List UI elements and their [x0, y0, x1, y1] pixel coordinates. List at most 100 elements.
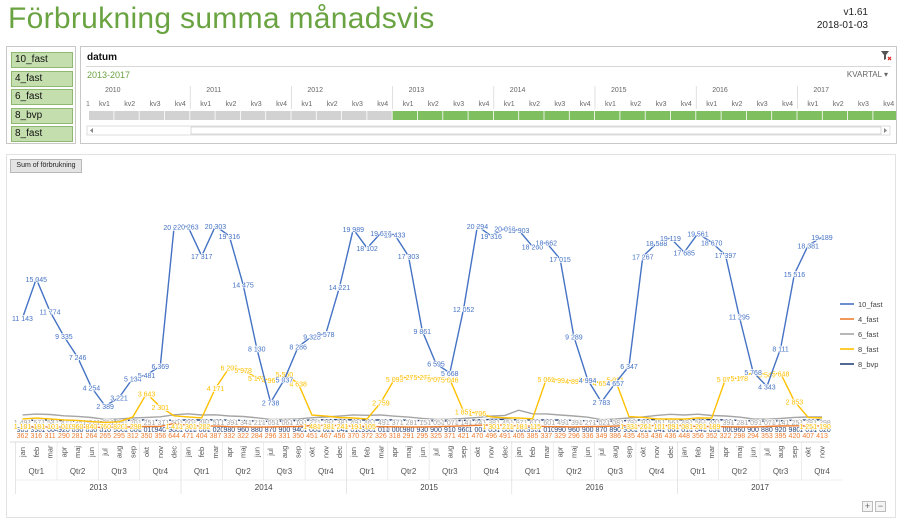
version-date: 2018-01-03 [816, 20, 868, 31]
timeline-quarter-label: kv1 [301, 101, 312, 108]
timeline-scroll-thumb[interactable] [190, 126, 882, 135]
timeline-period-cell[interactable] [721, 111, 747, 120]
timeline-year-label: 2017 [813, 87, 829, 94]
timeline-quarter-label: kv3 [453, 101, 464, 108]
timeline-quarter-label: kv3 [858, 101, 869, 108]
timeline-period-cell[interactable] [266, 111, 291, 120]
timeline-year-label: 2013 [409, 87, 425, 94]
timeline-quarter-label: kv1 [403, 101, 414, 108]
timeline-quarter-label: kv2 [428, 101, 439, 108]
version-label: v1.61 [843, 7, 868, 18]
timeline-period-cell[interactable] [215, 111, 241, 120]
timeline-period-cell[interactable] [392, 111, 418, 120]
timeline-quarter-label: kv4 [883, 101, 894, 108]
timeline-quarter-label: kv2 [630, 101, 641, 108]
timeline-quarter-label: kv1 [99, 101, 110, 108]
timeline-quarter-label: kv2 [226, 101, 237, 108]
timeline-period-cell[interactable] [114, 111, 139, 120]
zoom-in-button[interactable]: + [862, 501, 873, 512]
timeline-quarter-label: kv3 [352, 101, 363, 108]
timeline-period-cell[interactable] [139, 111, 165, 120]
slicer-item-6-fast[interactable]: 6_fast [11, 89, 73, 105]
timeline-quarter-label: kv1 [504, 101, 515, 108]
timeline-period-cell[interactable] [164, 111, 190, 120]
timeline-period-cell[interactable] [746, 111, 772, 120]
timeline-level-dropdown[interactable]: KVARTAL ▾ [847, 70, 888, 79]
timeline-period-cell[interactable] [443, 111, 468, 120]
timeline-quarter-label: kv2 [529, 101, 540, 108]
timeline-quarter-label: kv2 [327, 101, 338, 108]
timeline-quarter-label: kv3 [656, 101, 667, 108]
timeline-quarter-label: kv3 [251, 101, 262, 108]
timeline-quarter-label: kv2 [732, 101, 743, 108]
timeline-period-cell[interactable] [367, 111, 392, 120]
scroll-left-icon[interactable] [90, 128, 93, 133]
timeline-quarter-label: kv4 [175, 101, 186, 108]
timeline-period-cell[interactable] [645, 111, 671, 120]
version-info: v1.61 2018-01-03 [817, 6, 868, 32]
slicer-item-10-fast[interactable]: 10_fast [11, 52, 73, 68]
timeline-period-cell[interactable] [544, 111, 569, 120]
timeline-period-cell[interactable] [772, 111, 797, 120]
timeline-period-cell[interactable] [822, 111, 848, 120]
timeline-period-cell[interactable] [848, 111, 873, 120]
timeline-first-label: 1 [86, 101, 90, 108]
timeline-period-cell[interactable] [240, 111, 266, 120]
timeline-quarter-label: kv4 [479, 101, 490, 108]
pivot-field-button[interactable]: Sum of förbrukning [10, 159, 82, 173]
timeline-period-cell[interactable] [797, 111, 822, 120]
chevron-down-icon: ▾ [883, 70, 888, 79]
timeline-period-cell[interactable] [670, 111, 696, 120]
timeline-period-cell[interactable] [696, 111, 721, 120]
timeline-quarter-label: kv4 [580, 101, 591, 108]
timeline-quarter-label: kv1 [706, 101, 717, 108]
series-slicer: 10_fast 4_fast 6_fast 8_bvp 8_fast [6, 46, 76, 144]
timeline-quarter-label: kv4 [377, 101, 388, 108]
timeline-period-cell[interactable] [620, 111, 645, 120]
zoom-out-button[interactable]: − [875, 501, 886, 512]
timeline-period-cell[interactable] [342, 111, 367, 120]
date-timeline: datum 2013-2017 KVARTAL ▾ 1 2010 kv1 kv2 kv3… [80, 46, 897, 144]
timeline-quarter-label: kv1 [200, 101, 211, 108]
timeline-period-cell[interactable] [190, 111, 215, 120]
timeline-quarter-label: kv1 [605, 101, 616, 108]
timeline-quarter-label: kv4 [276, 101, 287, 108]
clear-filter-icon[interactable] [880, 50, 892, 62]
timeline-period-cell[interactable] [468, 111, 494, 120]
timeline-period-cell[interactable] [316, 111, 342, 120]
slicer-item-8-bvp[interactable]: 8_bvp [11, 107, 73, 124]
timeline-quarter-label: kv2 [124, 101, 135, 108]
timeline-year-label: 2016 [712, 87, 728, 94]
zoom-controls: + − [860, 501, 886, 512]
timeline-range-label: 2013-2017 [87, 70, 131, 80]
timeline-period-cell[interactable] [291, 111, 316, 120]
timeline-year-label: 2015 [611, 87, 627, 94]
timeline-quarter-label: kv3 [757, 101, 768, 108]
timeline-quarter-label: kv1 [807, 101, 818, 108]
timeline-period-cell[interactable] [519, 111, 544, 120]
timeline-year-label: 2012 [307, 87, 323, 94]
page-title: Förbrukning summa månadsvis [8, 2, 435, 35]
timeline-quarter-label: kv3 [554, 101, 565, 108]
timeline-period-cell[interactable] [595, 111, 620, 120]
timeline-period-cell[interactable] [89, 111, 114, 120]
timeline-level-label: KVARTAL [846, 70, 882, 79]
timeline-quarter-label: kv2 [833, 101, 844, 108]
chart-panel [6, 154, 896, 518]
timeline-period-cell[interactable] [569, 111, 595, 120]
timeline-strip[interactable]: 1 2010 kv1 kv2 kv3 kv4 2011 kv1 kv2 kv3 kv4 2012 kv1… [81, 47, 896, 143]
scroll-right-icon[interactable] [884, 128, 887, 133]
timeline-year-label: 2010 [105, 87, 121, 94]
timeline-quarter-label: kv4 [681, 101, 692, 108]
timeline-quarter-label: kv3 [150, 101, 161, 108]
timeline-quarter-label: kv4 [782, 101, 793, 108]
timeline-period-cell[interactable] [417, 111, 443, 120]
timeline-separator [86, 66, 891, 67]
timeline-period-cell[interactable] [493, 111, 519, 120]
timeline-title: datum [87, 52, 117, 63]
timeline-year-label: 2011 [206, 87, 221, 94]
timeline-period-cell[interactable] [873, 111, 896, 120]
timeline-year-label: 2014 [510, 87, 526, 94]
slicer-item-4-fast[interactable]: 4_fast [11, 70, 73, 87]
slicer-item-8-fast[interactable]: 8_fast [11, 126, 73, 142]
